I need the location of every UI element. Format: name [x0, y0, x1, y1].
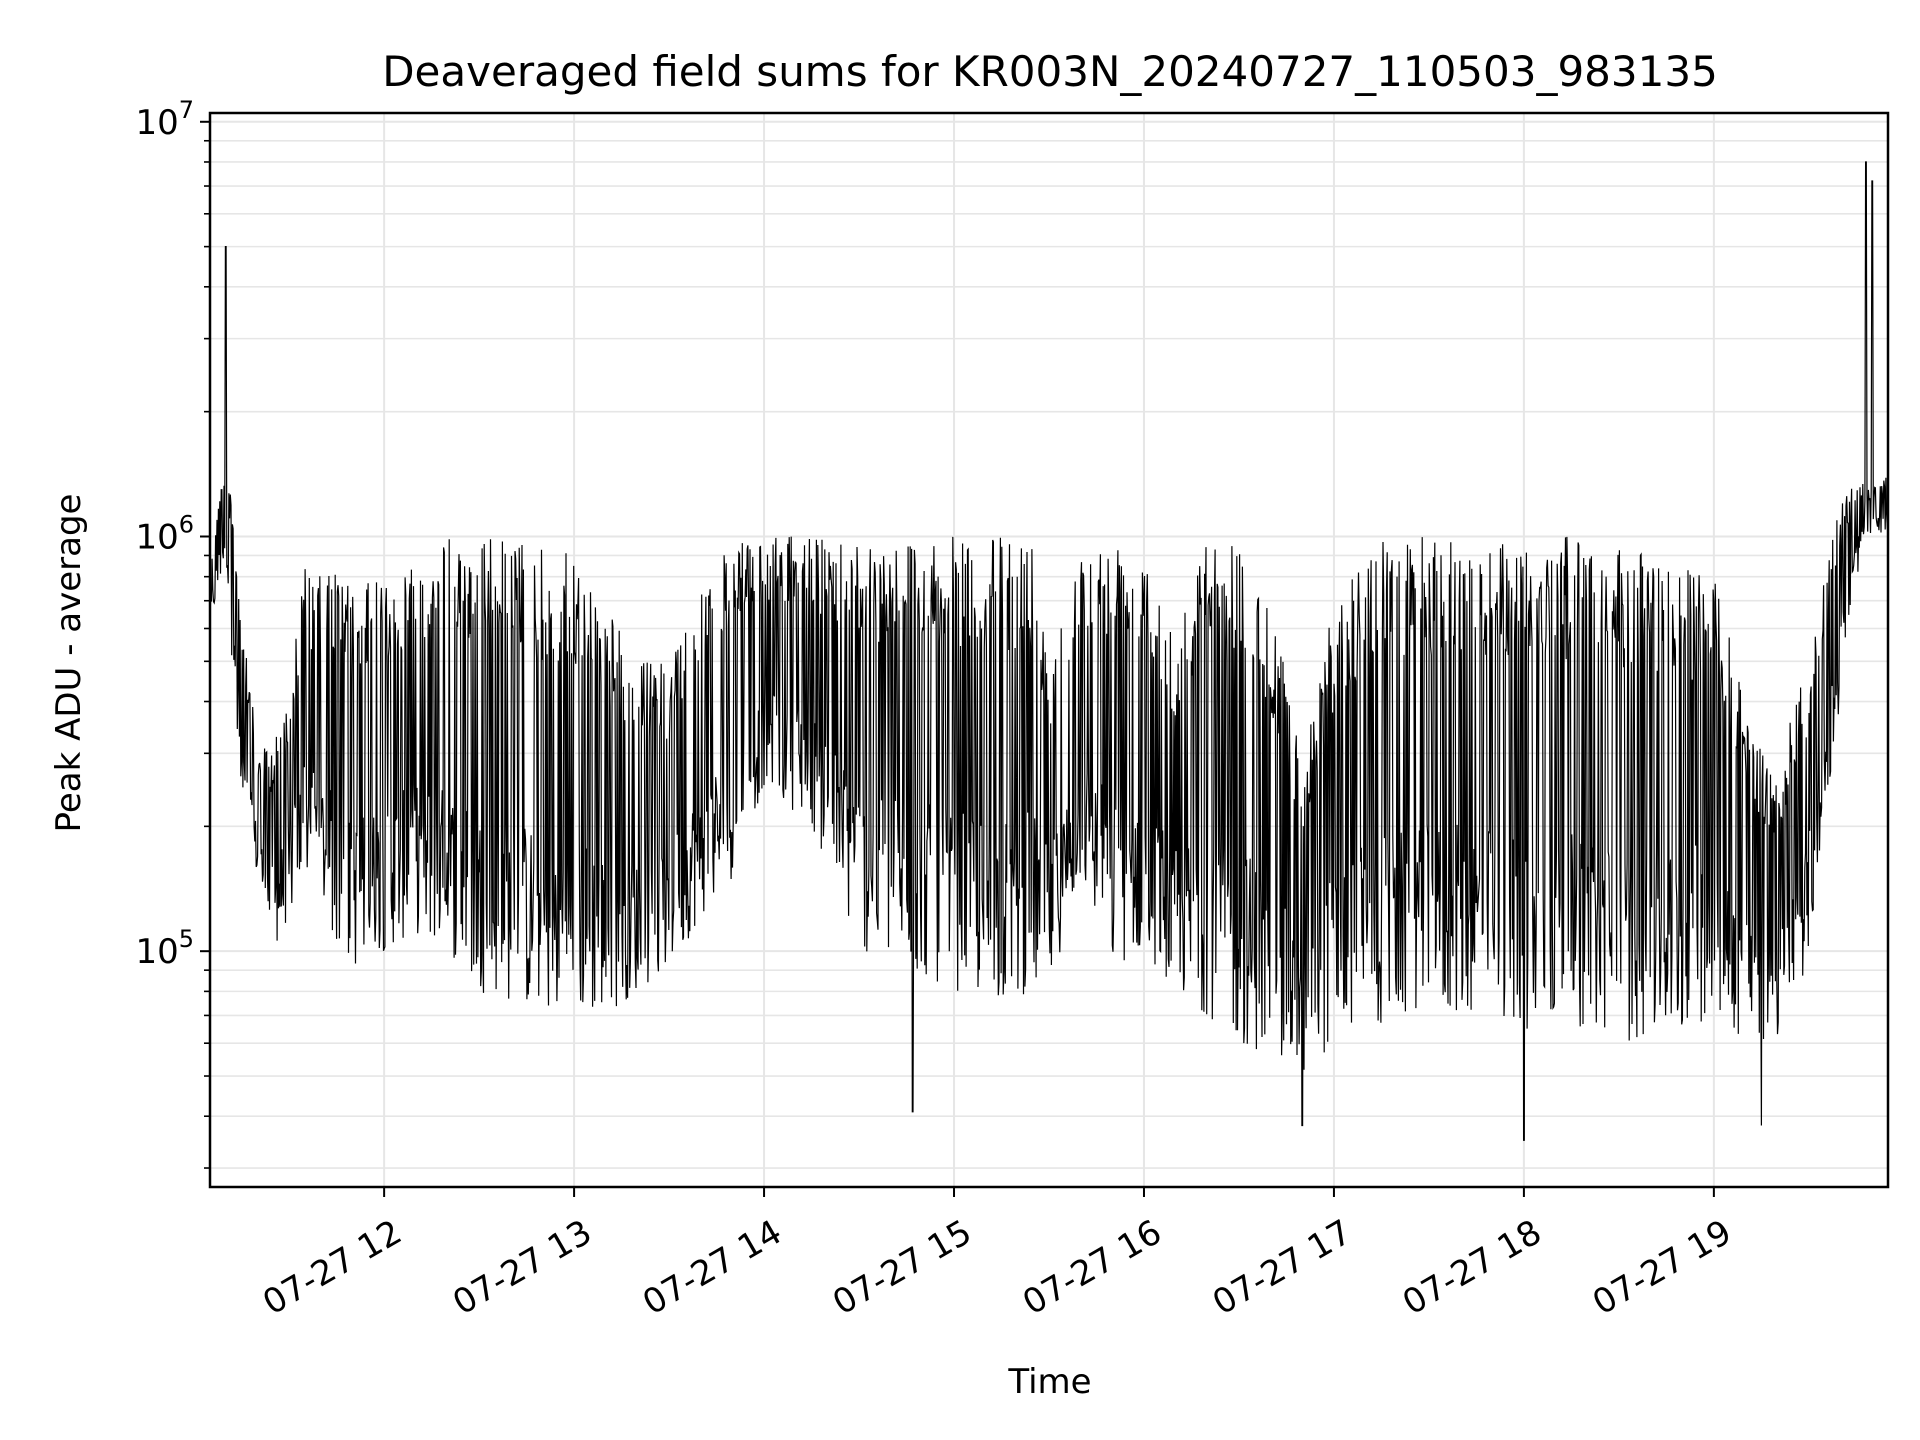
x-tick-label: 07-27 17	[1206, 1212, 1358, 1323]
x-tick-label: 07-27 13	[446, 1212, 598, 1323]
series-line	[209, 161, 1889, 1141]
x-tick-label: 07-27 14	[636, 1212, 788, 1323]
x-tick-label: 07-27 12	[256, 1212, 408, 1323]
chart-title: Deaveraged field sums for KR003N_2024072…	[382, 47, 1718, 96]
series-line-path	[209, 161, 1889, 1141]
y-axis: 105 106 107	[135, 96, 210, 1169]
y-tick-label: 105	[135, 925, 194, 972]
x-tick-label: 07-27 19	[1586, 1212, 1738, 1323]
plot-frame	[208, 111, 1890, 1189]
y-tick-label: 106	[135, 510, 194, 557]
y-tick-label: 107	[135, 96, 194, 143]
x-axis-label: Time	[1007, 1362, 1091, 1402]
x-axis: 07-27 12 07-27 13 07-27 14 07-27 15 07-27 16…	[256, 1187, 1738, 1323]
y-axis-label: Peak ADU - average	[49, 494, 89, 833]
x-tick-label: 07-27 18	[1396, 1212, 1548, 1323]
x-tick-label: 07-27 16	[1016, 1212, 1168, 1323]
x-tick-label: 07-27 15	[826, 1212, 978, 1323]
